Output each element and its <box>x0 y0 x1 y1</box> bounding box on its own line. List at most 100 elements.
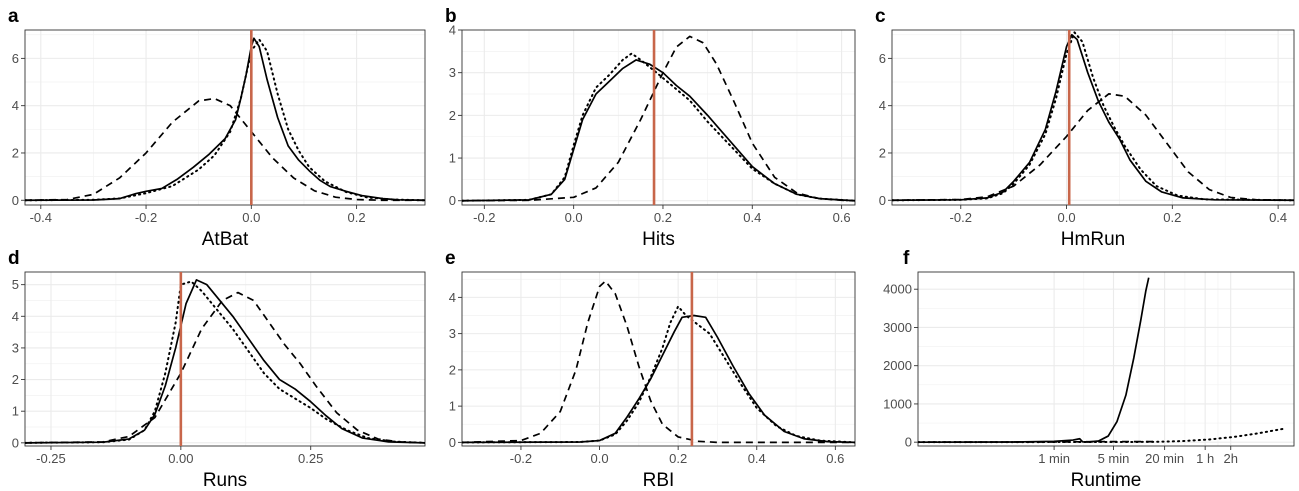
x-tick-label: 0.6 <box>826 451 844 466</box>
series-line-solid <box>25 37 425 202</box>
y-tick-label: 0 <box>449 193 456 208</box>
panel-border <box>917 271 1295 447</box>
series-group <box>462 280 855 444</box>
x-axis-title: Hits <box>642 229 675 250</box>
panel-background <box>462 30 855 205</box>
x-tick-label: 0.25 <box>298 451 323 466</box>
series-group <box>462 35 855 202</box>
x-tick-label: 0.2 <box>669 451 687 466</box>
panel-background <box>462 272 855 446</box>
y-tick-label: 5 <box>12 277 19 292</box>
x-tick-label: -0.2 <box>135 210 157 225</box>
panel-background <box>892 30 1294 205</box>
y-tick-label: 4 <box>879 98 886 113</box>
panel-letter: b <box>445 6 457 27</box>
x-axis-title: Runs <box>203 470 247 491</box>
x-tick-label: -0.25 <box>36 451 66 466</box>
y-tick-label: 0 <box>12 193 19 208</box>
x-axis-title: AtBat <box>202 229 249 250</box>
series-line-dotted <box>462 52 855 202</box>
y-tick-label: 3 <box>449 326 456 341</box>
series-group <box>25 279 425 444</box>
y-tick-label: 3 <box>12 340 19 355</box>
series-line-solid <box>892 33 1294 202</box>
y-tick-label: 2 <box>12 145 19 160</box>
y-tick-label: 4 <box>12 309 19 324</box>
x-tick-label: 0.0 <box>565 210 583 225</box>
x-axis-title: HmRun <box>1061 229 1125 250</box>
y-tick-label: 0 <box>905 435 912 450</box>
y-tick-label: 2 <box>12 372 19 387</box>
y-tick-label: 1000 <box>883 396 912 411</box>
y-tick-label: 3 <box>449 65 456 80</box>
series-group <box>918 277 1285 444</box>
series-line-dotted <box>918 427 1285 444</box>
series-line-dashed <box>25 97 425 202</box>
x-tick-label: -0.2 <box>950 210 972 225</box>
y-tick-label: 4 <box>12 98 19 113</box>
series-group <box>25 37 425 202</box>
x-tick-label: 2h <box>1223 451 1237 466</box>
panel-border <box>461 271 856 447</box>
x-tick-label: 1 min <box>1038 451 1070 466</box>
panel-background <box>25 272 425 446</box>
panel-border <box>24 271 426 447</box>
panel-letter: e <box>445 248 456 269</box>
series-line-dashed <box>918 440 1158 444</box>
panel-border <box>891 29 1295 206</box>
panel-a: -0.4 -0.2 0.0 0.2 0 2 4 6 AtBat a <box>8 6 426 250</box>
x-tick-label: 0.2 <box>654 210 672 225</box>
panel-e: -0.2 0.0 0.2 0.4 0.6 0 1 2 3 4 RBI e <box>445 248 856 491</box>
x-tick-label: 0.0 <box>242 210 260 225</box>
y-tick-label: 0 <box>12 435 19 450</box>
panel-c: -0.2 0.0 0.2 0.4 0 2 4 6 HmRun c <box>875 6 1295 250</box>
y-tick-label: 1 <box>449 151 456 166</box>
x-axis-title: RBI <box>643 470 675 491</box>
series-line-dotted <box>25 38 425 202</box>
panel-f: 1 min 5 min 20 min 1 h 2h 0 1000 2000 3000 4000 Ru… <box>883 248 1295 491</box>
x-tick-label: 0.0 <box>1058 210 1076 225</box>
x-tick-label: 0.2 <box>348 210 366 225</box>
series-group <box>892 31 1294 202</box>
y-tick-label: 2 <box>449 108 456 123</box>
panel-background <box>918 272 1294 446</box>
x-tick-label: -0.2 <box>473 210 495 225</box>
y-tick-label: 4 <box>449 23 456 38</box>
panel-background <box>25 30 425 205</box>
panel-d: -0.25 0.00 0.25 0 1 2 3 4 5 Runs d <box>8 248 426 491</box>
y-tick-label: 2000 <box>883 358 912 373</box>
panel-border <box>24 29 426 206</box>
y-tick-label: 6 <box>12 51 19 66</box>
panel-b: -0.2 0.0 0.2 0.4 0.6 0 1 2 3 4 Hits b <box>445 6 856 250</box>
y-tick-label: 3000 <box>883 320 912 335</box>
y-tick-label: 1 <box>449 399 456 414</box>
series-line-dotted <box>462 305 855 444</box>
panel-letter: a <box>8 6 19 27</box>
series-line-dotted <box>892 31 1294 202</box>
series-line-dashed <box>462 280 855 444</box>
x-tick-label: 20 min <box>1145 451 1184 466</box>
y-tick-label: 1 <box>12 404 19 419</box>
x-tick-label: 0.0 <box>591 451 609 466</box>
y-tick-label: 6 <box>879 51 886 66</box>
y-tick-label: 4000 <box>883 282 912 297</box>
x-axis-title: Runtime <box>1071 470 1142 491</box>
series-line-dashed <box>892 93 1294 202</box>
x-tick-label: -0.4 <box>30 210 52 225</box>
x-tick-label: 0.4 <box>748 451 766 466</box>
x-tick-label: 5 min <box>1098 451 1130 466</box>
y-tick-label: 2 <box>879 145 886 160</box>
x-tick-label: -0.2 <box>510 451 532 466</box>
x-tick-label: 0.6 <box>833 210 851 225</box>
y-tick-label: 0 <box>449 435 456 450</box>
panel-border <box>461 29 856 206</box>
y-tick-label: 2 <box>449 362 456 377</box>
panel-letter: c <box>875 6 886 27</box>
x-tick-label: 0.4 <box>743 210 761 225</box>
panel-letter: f <box>903 248 910 269</box>
x-tick-label: 0.00 <box>168 451 193 466</box>
x-tick-label: 0.2 <box>1163 210 1181 225</box>
x-tick-label: 0.4 <box>1269 210 1287 225</box>
x-tick-label: 1 h <box>1196 451 1214 466</box>
